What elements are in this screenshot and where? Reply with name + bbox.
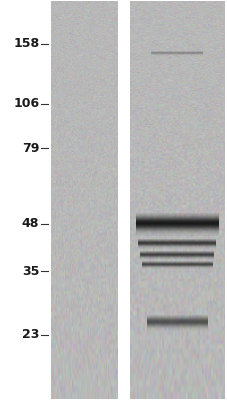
Text: 23: 23 [22, 328, 39, 341]
Text: 48: 48 [22, 217, 39, 230]
Text: 79: 79 [22, 142, 39, 155]
Text: 158: 158 [13, 37, 39, 50]
Text: 106: 106 [13, 98, 39, 110]
Text: 35: 35 [22, 265, 39, 278]
